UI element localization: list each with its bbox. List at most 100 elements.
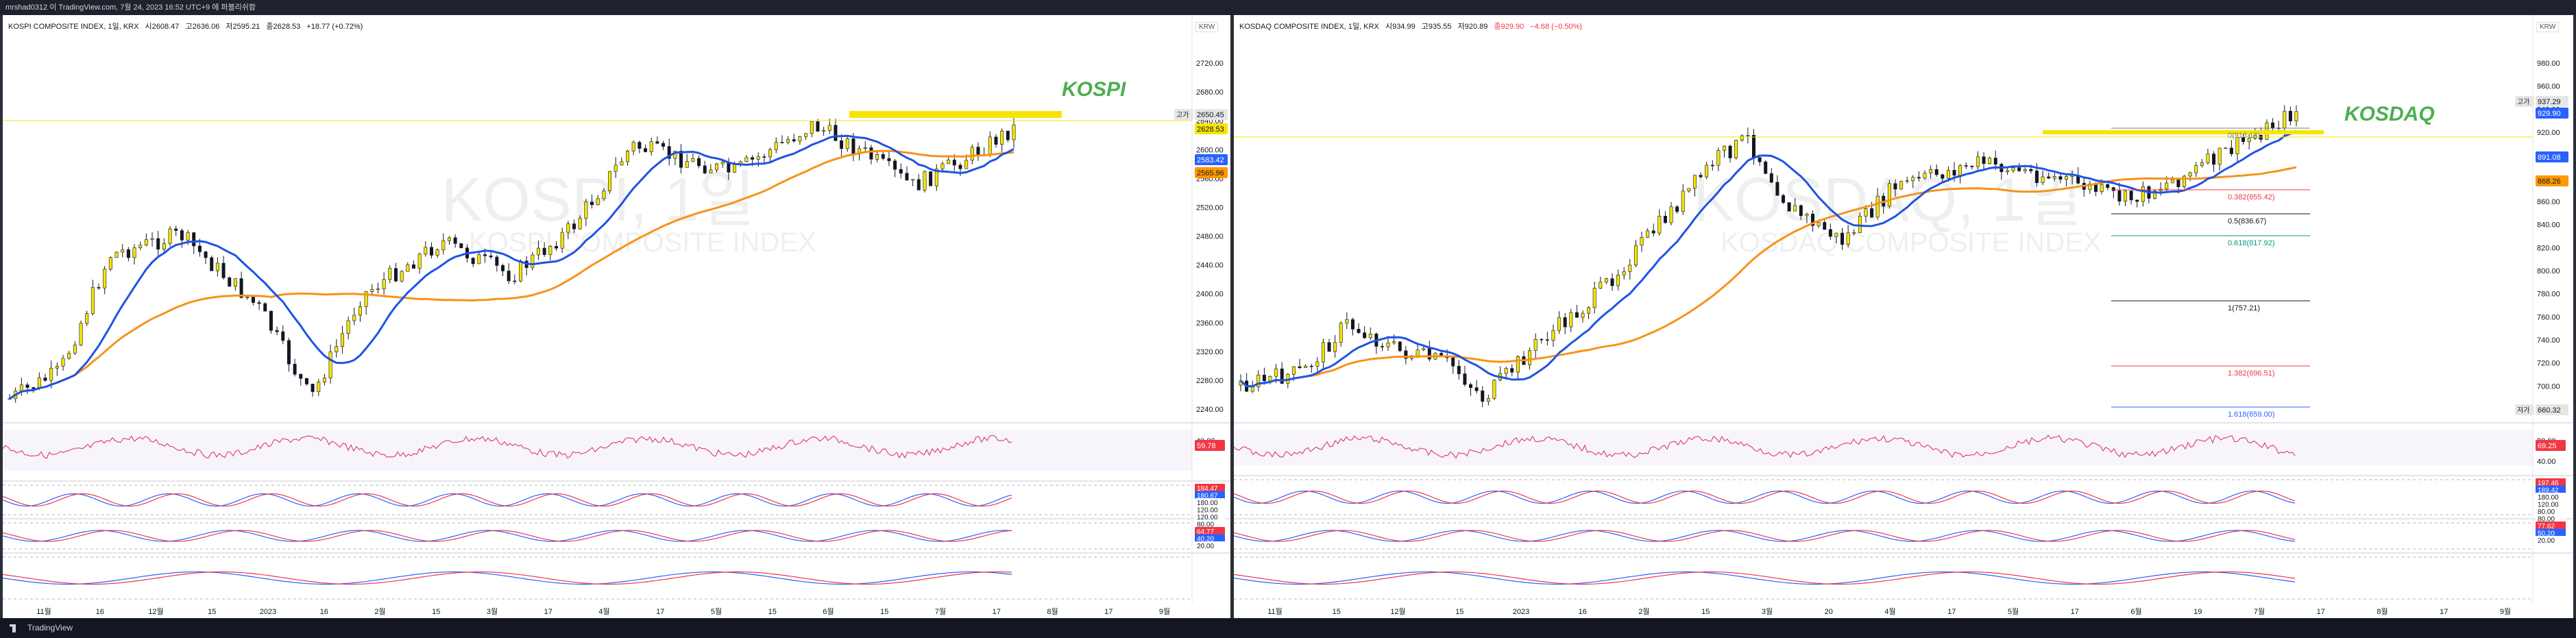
time-axis-tick: 17	[1104, 608, 1113, 616]
candle-body	[1846, 232, 1850, 245]
time-axis-tick: 7월	[2254, 607, 2265, 616]
candle-body	[923, 171, 927, 191]
candle-body	[382, 279, 386, 289]
candle-body	[317, 382, 321, 392]
candle-body	[1551, 330, 1555, 341]
osc-tag-label: 180.00	[2538, 494, 2559, 502]
candle-body	[114, 251, 119, 258]
candle-body	[1628, 265, 1632, 272]
candle-body	[667, 146, 671, 159]
candle-body	[192, 232, 196, 247]
price-tag	[1195, 154, 1228, 165]
kospi-chart-panel[interactable]: KOSPI, 1일 KOSPI COMPOSITE INDEX 2720.00 268…	[3, 15, 1230, 618]
candle-body	[976, 147, 980, 155]
candle-body	[2200, 162, 2204, 166]
time-axis-tick: 17	[1947, 608, 1956, 616]
candle-body	[435, 249, 439, 256]
candle-body	[1793, 205, 1797, 212]
time-axis-tick: 17	[993, 608, 1001, 616]
candle-body	[221, 262, 226, 278]
candle-body	[1380, 346, 1384, 347]
candle-body	[2176, 179, 2180, 187]
candle-body	[1870, 208, 1874, 218]
candle-body	[417, 254, 422, 269]
price-axis-tick: 2440.00	[1196, 262, 1224, 270]
price-axis-tick: 780.00	[2537, 291, 2560, 299]
kospi-currency-button[interactable]: KRW	[1195, 22, 1219, 32]
candle-body	[55, 365, 59, 369]
price-axis-tick: 700.00	[2537, 382, 2560, 391]
candle-body	[1392, 341, 1396, 343]
time-axis-tick: 15	[768, 608, 777, 616]
time-axis-tick: 16	[320, 608, 328, 616]
candle-body	[204, 251, 208, 258]
candle-body	[2217, 147, 2222, 165]
candle-body	[2129, 191, 2133, 201]
candle-body	[1610, 278, 1614, 286]
time-axis-tick: 17	[2317, 608, 2325, 616]
candle-body	[952, 160, 956, 166]
price-axis-tick: 2360.00	[1196, 319, 1224, 328]
time-axis-tick: 9월	[2500, 607, 2511, 616]
osc-tag	[2536, 485, 2566, 494]
candle-body	[168, 228, 172, 244]
time-axis-tick: 17	[2440, 608, 2448, 616]
candle-body	[964, 160, 969, 169]
candle-body	[406, 264, 410, 272]
candle-body	[144, 239, 148, 246]
candle-body	[453, 237, 457, 244]
candle-body	[340, 333, 344, 347]
tradingview-footer: TradingView	[0, 618, 2576, 638]
candle-body	[720, 162, 725, 164]
osc-tag	[2536, 507, 2566, 515]
candle-body	[845, 138, 849, 149]
stoch-mid-k-line	[1234, 530, 2296, 542]
time-axis-tick: 9월	[1159, 607, 1170, 616]
osc-tag	[2536, 493, 2566, 501]
kospi-annotation-text[interactable]: KOSPI	[1062, 78, 1126, 101]
candle-body	[644, 148, 648, 152]
time-axis-tick: 20	[1825, 608, 1833, 616]
candle-body	[988, 136, 992, 156]
candle-body	[1982, 156, 1986, 164]
time-axis-tick: 17	[2071, 608, 2079, 616]
time-axis-tick: 6월	[2130, 607, 2141, 616]
candle-body	[1000, 130, 1004, 145]
chart-watermark-sub: KOSPI COMPOSITE INDEX	[469, 228, 816, 258]
osc-tag	[1195, 541, 1225, 550]
kosdaq-currency-button[interactable]: KRW	[2536, 22, 2560, 32]
candle-body	[1516, 356, 1520, 373]
candle-body	[2247, 138, 2251, 143]
candle-body	[1923, 173, 1927, 179]
candle-body	[2124, 191, 2128, 201]
osc-tag-label: 20.00	[1197, 543, 1214, 550]
kosdaq-annotation-text[interactable]: KOSDAQ	[2344, 103, 2435, 125]
candle-body	[1893, 183, 1897, 190]
chart-watermark-sub: KOSDAQ COMPOSITE INDEX	[1721, 228, 2102, 258]
stoch-slow-d-line	[3, 571, 1012, 585]
price-axis-tick: 980.00	[2537, 60, 2560, 68]
candle-body	[1345, 319, 1349, 323]
price-tag	[1195, 109, 1228, 120]
candle-body	[519, 260, 523, 282]
candle-body	[322, 378, 326, 382]
osc-tag-label: 180.67	[1197, 493, 1218, 500]
time-axis-tick: 12월	[148, 607, 163, 616]
candle-body	[613, 164, 618, 172]
candle-body	[1309, 365, 1313, 367]
price-tag-label: 2650.45	[1197, 111, 1224, 119]
candle-body	[335, 346, 339, 352]
candle-body	[215, 262, 219, 271]
osc-tag-label: 180.00	[1197, 500, 1218, 507]
stoch-mid-d-line	[3, 530, 1012, 542]
candle-body	[2011, 167, 2015, 171]
kosdaq-chart-panel[interactable]: KOSDAQ, 1일 KOSDAQ COMPOSITE INDEX 980.00 96…	[1234, 15, 2573, 618]
candle-body	[1250, 387, 1254, 392]
osc-tag-label: 80.00	[2538, 508, 2555, 516]
candle-body	[715, 163, 719, 171]
candle-body	[947, 160, 951, 164]
candle-body	[1363, 332, 1367, 339]
time-axis-tick: 12월	[1390, 607, 1405, 616]
